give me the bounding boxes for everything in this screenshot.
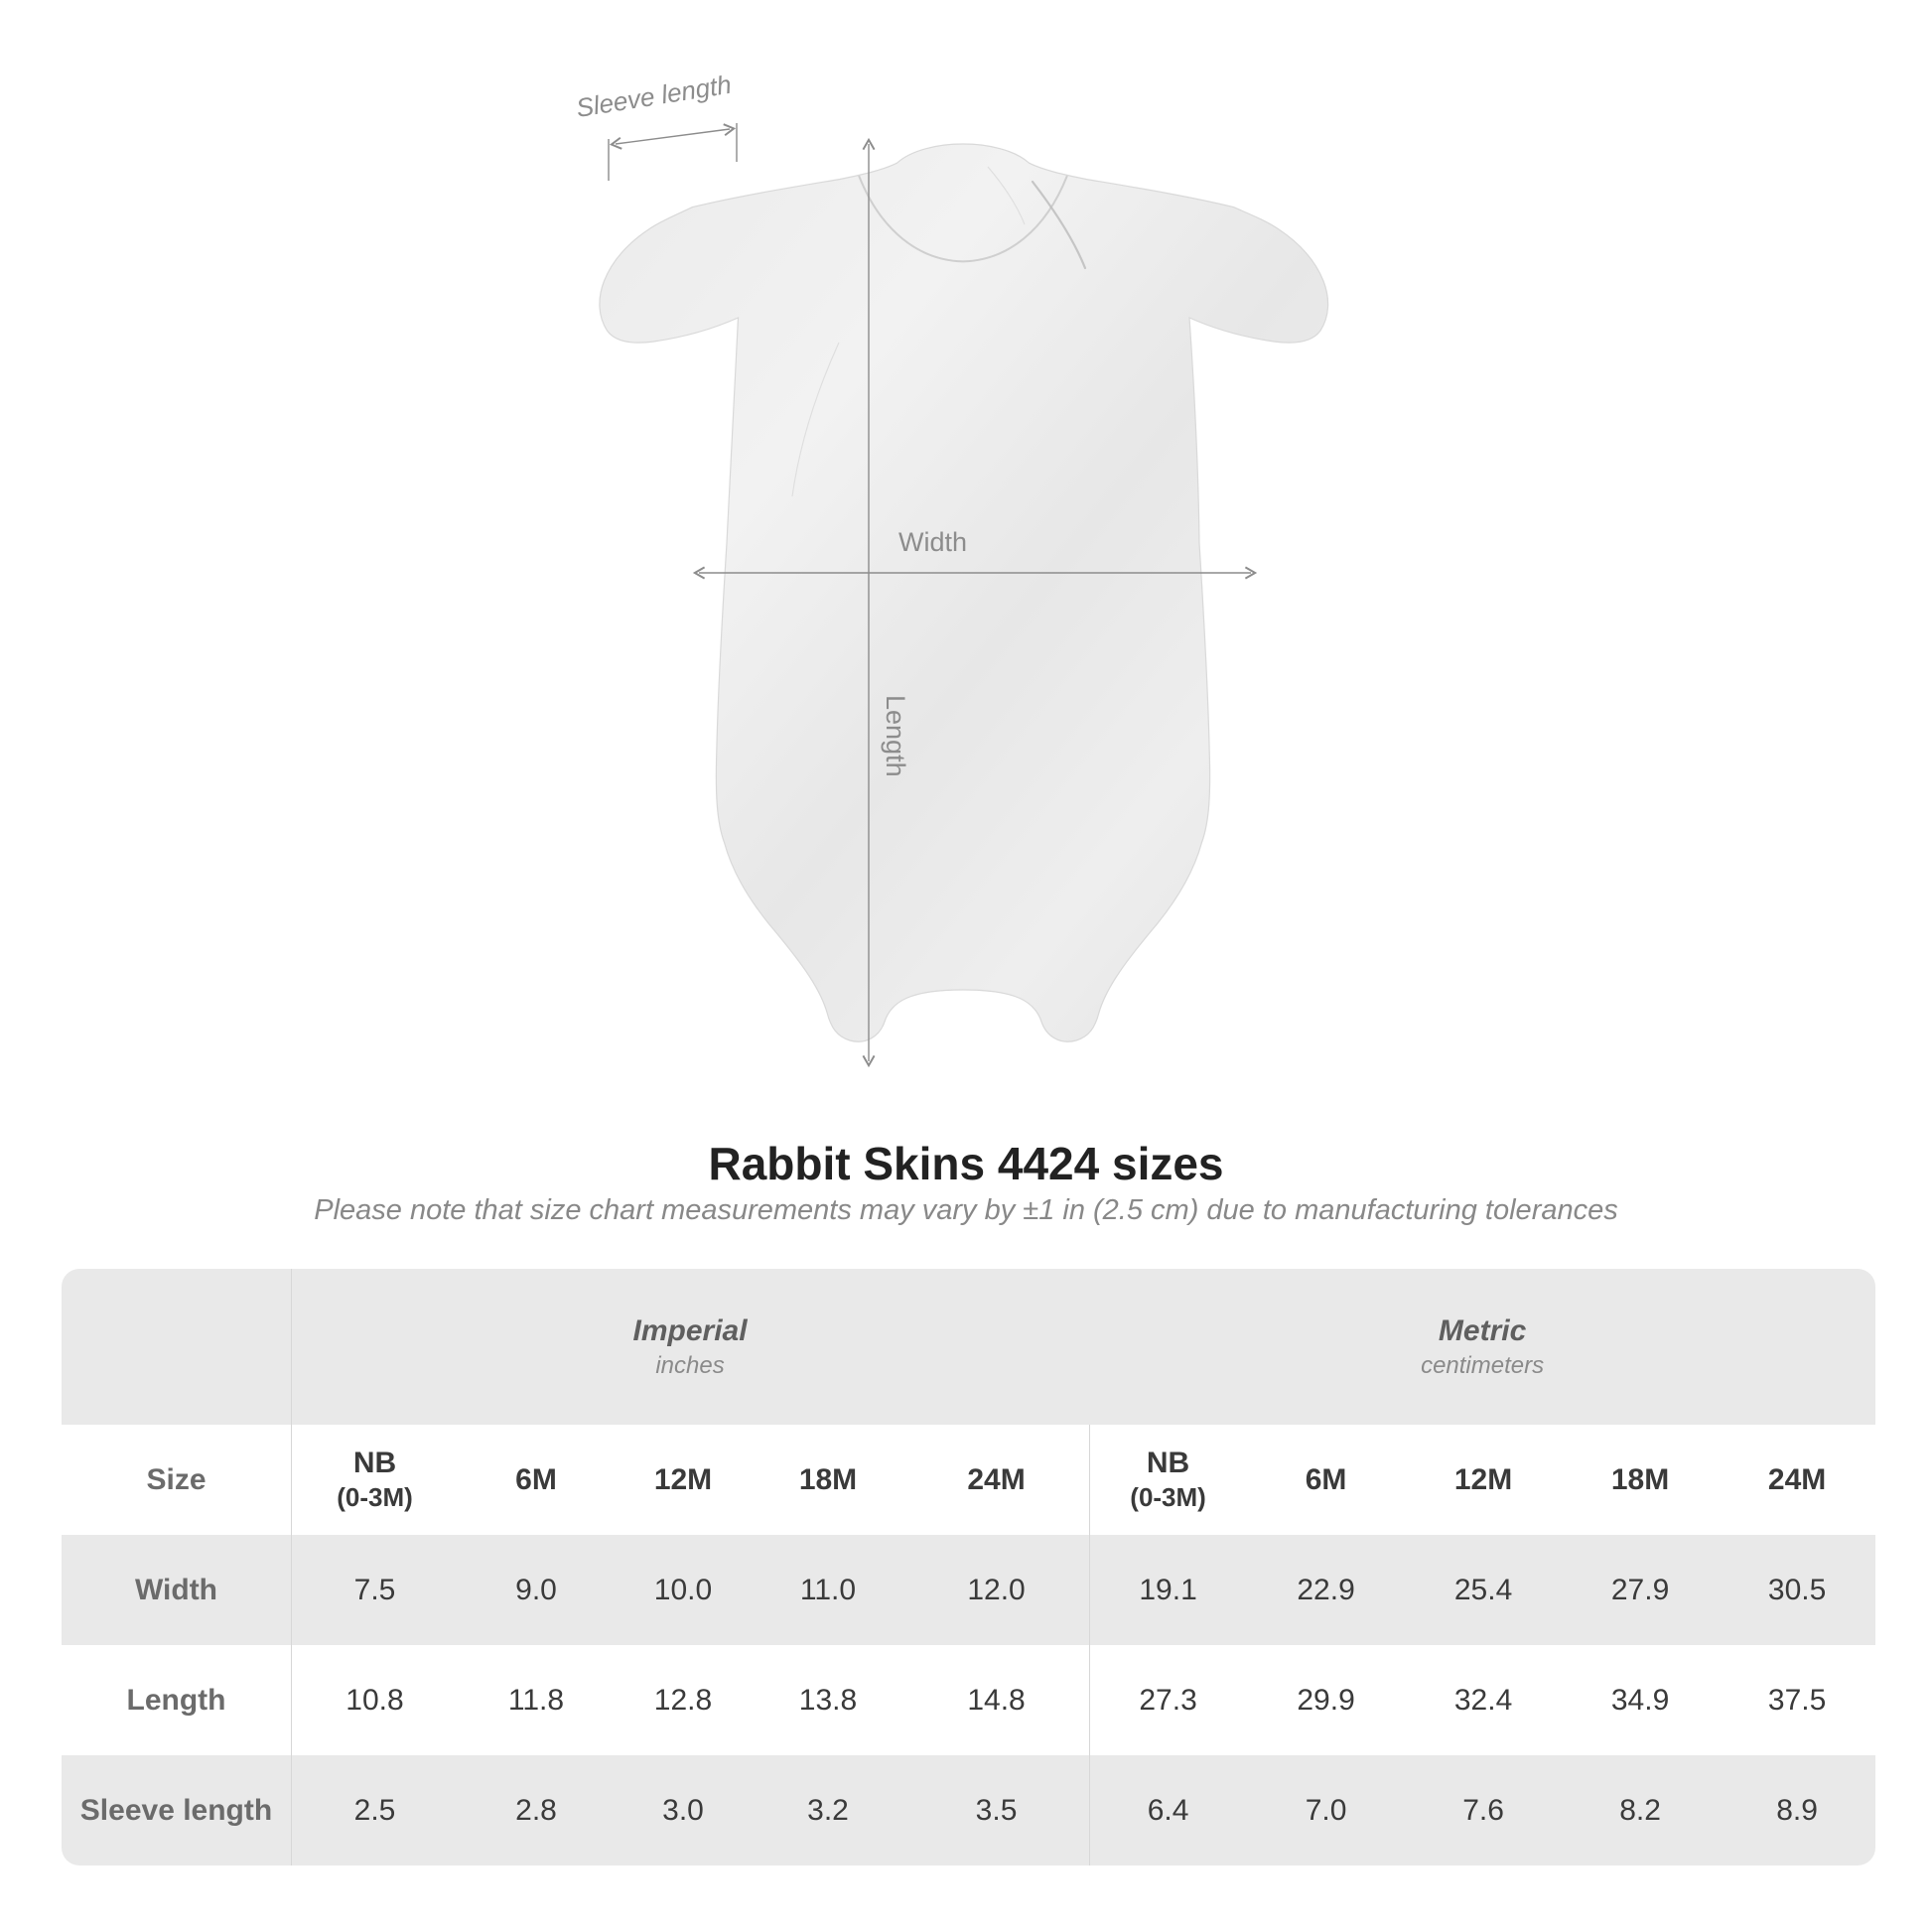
svg-text:Width: Width — [898, 527, 967, 557]
svg-text:Length: Length — [881, 695, 910, 777]
svg-text:Sleeve length: Sleeve length — [574, 69, 733, 123]
